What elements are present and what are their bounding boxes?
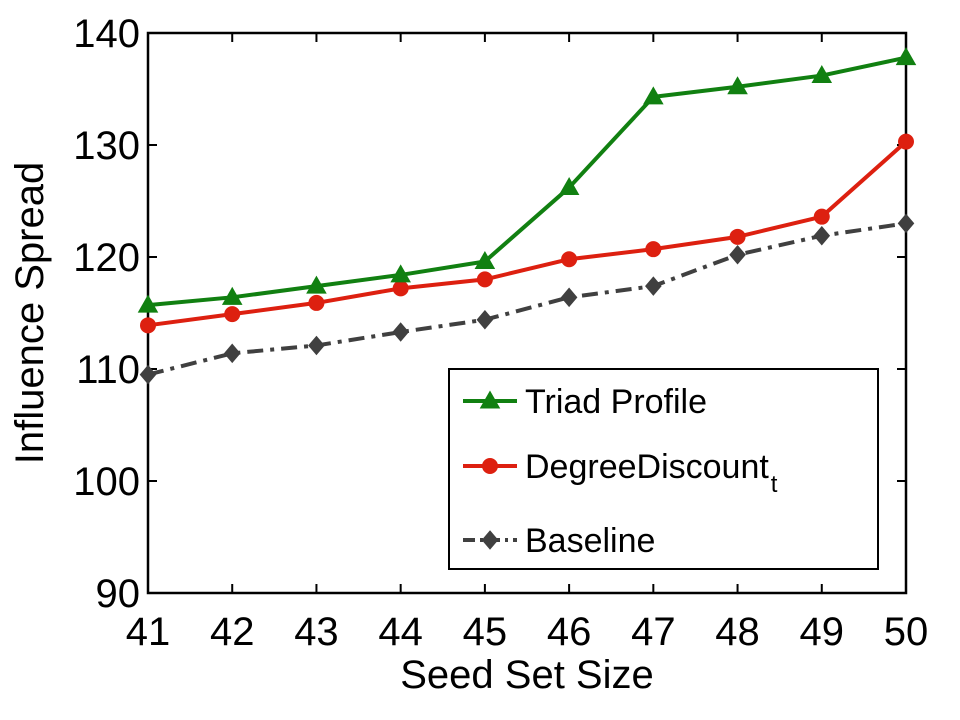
legend-label: Baseline xyxy=(525,522,655,560)
data-point xyxy=(474,250,496,269)
data-point xyxy=(224,306,241,323)
data-point xyxy=(813,208,830,225)
data-point xyxy=(645,241,662,258)
data-point xyxy=(560,287,578,308)
data-point xyxy=(643,86,664,105)
data-point xyxy=(392,322,409,342)
series-degreediscount xyxy=(140,133,914,334)
legend-entry: Baseline xyxy=(463,522,655,560)
data-point xyxy=(140,317,156,334)
x-tick-label: 48 xyxy=(715,610,760,654)
legend-marker xyxy=(479,390,501,409)
legend-entry: Triad Profile xyxy=(463,383,707,421)
legend-label-text: Triad Profile xyxy=(525,383,707,421)
x-tick-label: 46 xyxy=(547,610,592,654)
data-point xyxy=(561,251,578,268)
legend-label: DegreeDiscountt xyxy=(525,448,778,498)
data-point xyxy=(390,264,411,283)
series-line xyxy=(147,55,907,308)
series-layer xyxy=(137,47,917,385)
series-baseline xyxy=(139,213,915,385)
y-tick-label: 120 xyxy=(73,236,140,280)
y-axis-title: Influence Spread xyxy=(8,162,52,464)
data-point xyxy=(645,276,662,296)
data-point xyxy=(221,286,243,305)
y-tick-label: 90 xyxy=(96,572,141,616)
data-point xyxy=(476,271,493,288)
axis-ticks xyxy=(147,32,907,594)
data-point xyxy=(476,309,494,330)
data-point xyxy=(308,294,325,311)
x-tick-label: 41 xyxy=(126,610,171,654)
data-point xyxy=(897,213,915,234)
x-tick-label: 44 xyxy=(378,610,423,654)
legend-label-subscript: t xyxy=(771,471,778,498)
tick-labels: 41 42 43 44 45 46 47 48 49 50 90 100 110 120 130 140 xyxy=(73,12,928,654)
data-point xyxy=(223,343,241,364)
legend-label-text: DegreeDiscount xyxy=(525,448,769,486)
series-line xyxy=(147,140,908,328)
data-point xyxy=(729,228,746,245)
data-point xyxy=(139,364,157,385)
series-triad-profile xyxy=(137,47,917,313)
data-point xyxy=(729,244,746,265)
x-tick-label: 42 xyxy=(210,610,255,654)
data-point xyxy=(811,65,833,84)
data-point xyxy=(306,275,327,294)
legend-entry: DegreeDiscountt xyxy=(463,448,778,498)
data-point xyxy=(895,47,917,66)
data-point xyxy=(558,177,580,196)
x-tick-label: 47 xyxy=(631,610,676,654)
x-tick-label: 49 xyxy=(800,610,845,654)
x-axis-title: Seed Set Size xyxy=(400,653,654,697)
x-tick-label: 45 xyxy=(463,610,508,654)
y-tick-label: 140 xyxy=(73,12,140,56)
x-tick-label: 43 xyxy=(294,610,339,654)
legend-box xyxy=(448,368,879,570)
series-line xyxy=(147,221,907,377)
y-tick-label: 100 xyxy=(73,460,140,504)
legend-label-text: Baseline xyxy=(525,522,655,560)
x-tick-label: 50 xyxy=(884,610,929,654)
legend-label: Triad Profile xyxy=(525,383,707,421)
legend-marker xyxy=(482,458,498,474)
data-point xyxy=(898,133,914,150)
y-tick-label: 130 xyxy=(73,124,140,168)
legend: Triad Profile DegreeDiscountt Baseline xyxy=(448,368,879,570)
data-point xyxy=(137,294,159,313)
data-point xyxy=(813,225,831,246)
legend-marker xyxy=(481,530,499,550)
data-point xyxy=(308,335,325,356)
data-point xyxy=(727,76,748,95)
y-tick-label: 110 xyxy=(76,348,140,392)
data-point xyxy=(392,280,409,297)
